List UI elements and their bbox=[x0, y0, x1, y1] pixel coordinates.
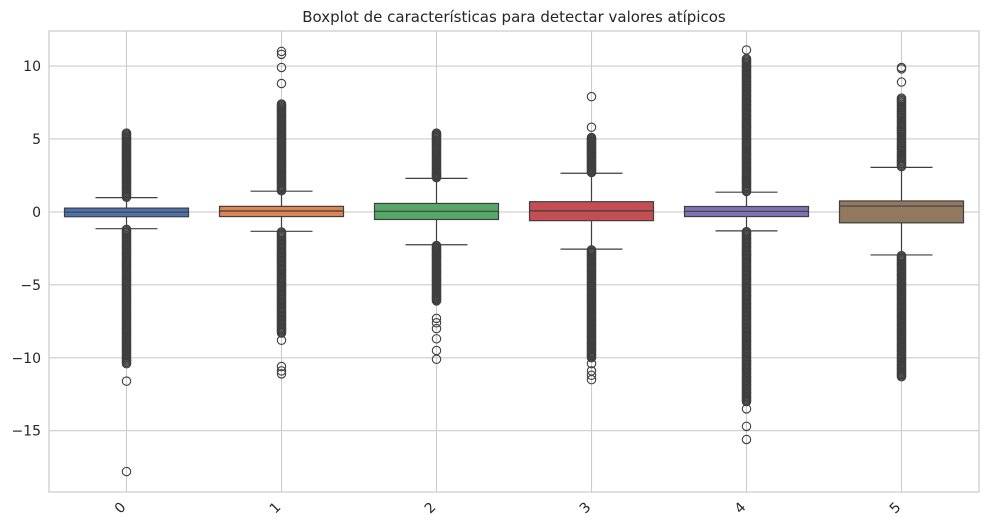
y-tick-label: 0 bbox=[32, 205, 41, 221]
outlier-point bbox=[586, 370, 597, 381]
x-tick-label: 1 bbox=[267, 500, 285, 518]
outlier-point bbox=[896, 93, 907, 103]
x-tick-label: 5 bbox=[887, 500, 905, 518]
x-tick-label: 3 bbox=[577, 500, 595, 518]
outlier-point bbox=[276, 328, 287, 338]
data-layer bbox=[63, 45, 965, 477]
outlier-point bbox=[276, 335, 287, 346]
outlier-point bbox=[431, 128, 442, 138]
outlier-point bbox=[586, 358, 597, 369]
outlier-point bbox=[121, 376, 132, 386]
outlier-point bbox=[276, 361, 287, 372]
box-group-2 bbox=[373, 128, 500, 364]
outlier-point bbox=[431, 318, 442, 328]
x-tick-label: 4 bbox=[732, 499, 750, 517]
outlier-point bbox=[431, 323, 442, 334]
y-tick-label: −15 bbox=[11, 424, 41, 440]
outlier-point bbox=[586, 91, 597, 102]
outlier-point bbox=[586, 353, 597, 363]
y-tick-label: 5 bbox=[32, 132, 41, 148]
box-iqr bbox=[838, 200, 965, 224]
outlier-point bbox=[896, 371, 907, 382]
grid-layer bbox=[49, 31, 979, 492]
outlier-point bbox=[741, 421, 752, 432]
y-tick-label: −10 bbox=[11, 351, 41, 367]
outlier-point bbox=[276, 99, 287, 109]
box-group-3 bbox=[528, 91, 655, 385]
outlier-point bbox=[431, 354, 442, 364]
y-tick-label: 10 bbox=[23, 59, 41, 75]
outlier-point bbox=[431, 296, 442, 306]
chart-title: Boxplot de características para detectar… bbox=[302, 8, 726, 26]
outlier-point bbox=[741, 404, 752, 414]
x-tick-label: 0 bbox=[112, 500, 130, 518]
outlier-point bbox=[276, 46, 287, 57]
box-group-1 bbox=[218, 46, 345, 379]
x-tick-label: 2 bbox=[422, 500, 440, 518]
outlier-point bbox=[431, 334, 442, 344]
plot-frame bbox=[48, 30, 980, 493]
box-group-4 bbox=[683, 45, 810, 445]
outlier-point bbox=[276, 366, 287, 376]
outlier-point bbox=[741, 434, 752, 445]
outlier-point bbox=[586, 374, 597, 385]
outlier-point bbox=[741, 396, 752, 407]
outlier-point bbox=[586, 122, 597, 133]
axis-layer: 10 5 0 −5 −10 −15 0 1 2 3 4 5 bbox=[11, 59, 904, 517]
outlier-point bbox=[896, 77, 907, 87]
outlier-point bbox=[741, 45, 752, 55]
outlier-point bbox=[121, 466, 132, 477]
outlier-point bbox=[276, 78, 287, 89]
outlier-point bbox=[276, 62, 287, 73]
box-group-5 bbox=[838, 62, 965, 382]
outlier-point bbox=[276, 369, 287, 379]
outlier-point bbox=[121, 358, 132, 369]
outlier-point bbox=[276, 49, 287, 60]
outlier-point bbox=[431, 313, 442, 324]
outlier-point bbox=[586, 132, 597, 143]
outlier-point bbox=[896, 62, 907, 73]
y-tick-label: −5 bbox=[20, 278, 41, 294]
box-group-0 bbox=[63, 128, 190, 477]
outlier-point bbox=[121, 128, 132, 138]
